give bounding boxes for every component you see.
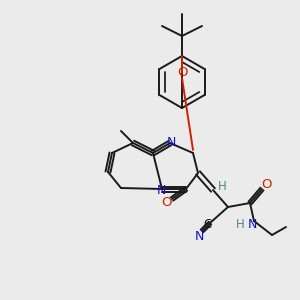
Text: N: N: [166, 136, 176, 148]
Text: H: H: [218, 181, 226, 194]
Text: O: O: [262, 178, 272, 190]
Text: N: N: [156, 184, 166, 196]
Text: H: H: [236, 218, 245, 232]
Text: N: N: [194, 230, 204, 242]
Text: N: N: [247, 218, 257, 232]
Text: O: O: [162, 196, 172, 209]
Text: C: C: [203, 218, 211, 232]
Text: O: O: [177, 67, 187, 80]
